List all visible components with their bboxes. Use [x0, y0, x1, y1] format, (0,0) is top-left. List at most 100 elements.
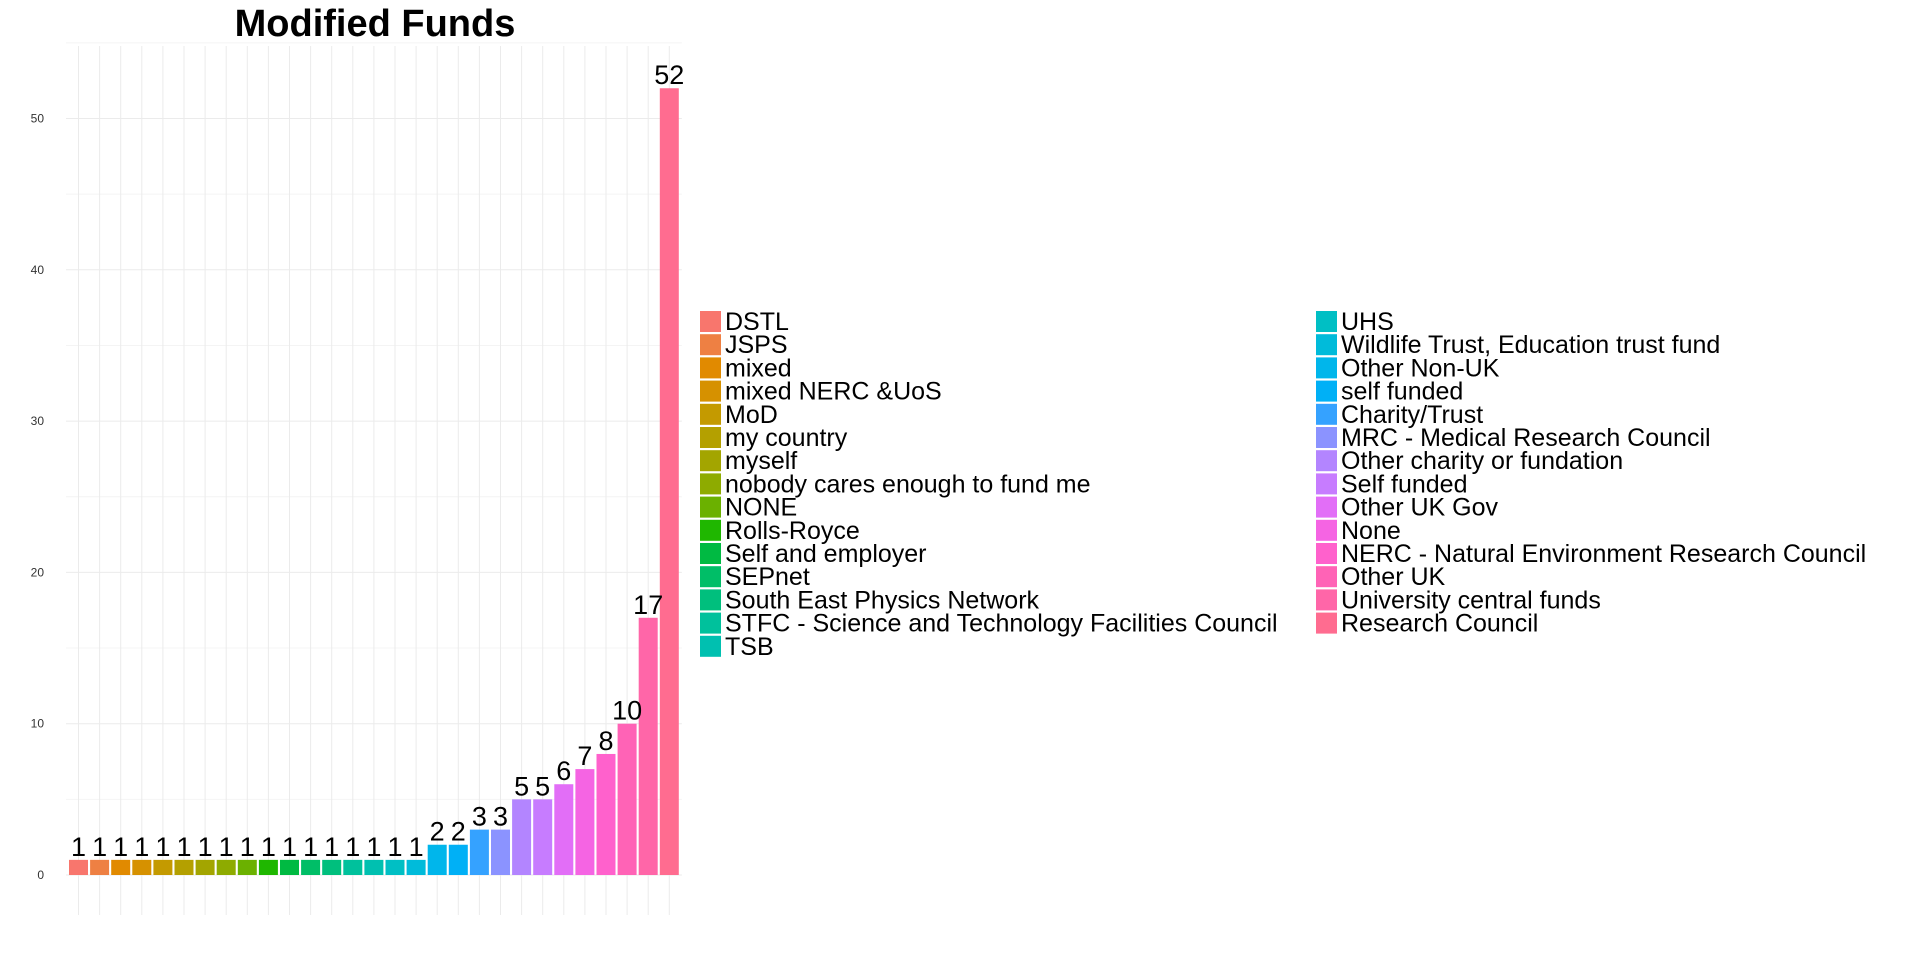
legend-label: nobody cares enough to fund me — [725, 470, 1091, 498]
bar — [364, 859, 384, 875]
legend-key — [1316, 612, 1337, 634]
legend-label: DSTL — [725, 308, 789, 336]
bar — [448, 844, 468, 875]
legend-key — [700, 589, 721, 611]
legend-label: SEPnet — [725, 563, 810, 591]
bar — [638, 617, 658, 875]
bar — [575, 769, 595, 875]
bar — [301, 859, 321, 875]
legend-key — [700, 311, 721, 332]
y-tick-label: 30 — [31, 414, 45, 428]
bar — [195, 859, 215, 875]
bar — [322, 859, 342, 875]
legend-key — [700, 566, 721, 588]
legend-key — [700, 450, 721, 472]
legend-label: None — [1341, 517, 1401, 545]
legend-key — [1316, 519, 1337, 541]
legend-label: Self and employer — [725, 540, 927, 568]
bar-value-label: 3 — [472, 802, 487, 832]
legend-key — [700, 543, 721, 564]
bar-value-label: 1 — [345, 832, 360, 862]
bar-value-label: 1 — [387, 832, 402, 862]
legend-key — [1316, 450, 1337, 472]
y-tick-label: 40 — [31, 263, 45, 277]
legend-key — [1316, 496, 1337, 518]
bar-value-label: 52 — [654, 60, 684, 90]
bar-value-label: 1 — [198, 832, 213, 862]
bar — [512, 799, 532, 875]
bar — [174, 859, 194, 875]
bars — [69, 88, 679, 876]
legend-label: JSPS — [725, 331, 788, 359]
legend-label: mixed — [725, 354, 792, 382]
bar — [111, 859, 131, 875]
bar — [69, 859, 88, 875]
bar — [343, 859, 363, 875]
y-tick-label: 50 — [31, 112, 45, 126]
bar-value-label: 1 — [282, 832, 297, 862]
bar-value-label: 1 — [113, 832, 128, 862]
legend-label: NONE — [725, 494, 797, 522]
bar-value-label: 1 — [366, 832, 381, 862]
legend-label: Other Non-UK — [1341, 354, 1500, 382]
legend-key — [700, 427, 721, 448]
bar — [237, 859, 257, 875]
legend-key — [1316, 427, 1337, 448]
bar-value-label: 1 — [409, 832, 424, 862]
legend-label: Research Council — [1341, 610, 1538, 638]
chart-title: Modified Funds — [235, 3, 516, 45]
legend-label: my country — [725, 424, 848, 452]
bar — [280, 859, 299, 875]
legend-label: MoD — [725, 401, 778, 429]
bar-value-label: 1 — [134, 832, 149, 862]
legend-label: myself — [725, 447, 797, 475]
legend-key — [700, 357, 721, 379]
legend-label: Other UK — [1341, 563, 1446, 591]
y-axis-ticks: 0 10 20 30 40 50 — [31, 112, 45, 883]
bar-value-label: 5 — [535, 771, 550, 801]
legend-key — [700, 403, 721, 425]
legend-label: Charity/Trust — [1341, 401, 1483, 429]
bar — [153, 859, 173, 875]
legend-key — [700, 635, 721, 657]
bar-value-label: 1 — [176, 832, 191, 862]
legend-key — [1316, 334, 1337, 356]
bar-value-label: 7 — [577, 741, 592, 771]
bar — [491, 829, 510, 875]
bar-value-label: 1 — [219, 832, 234, 862]
legend-key — [1316, 357, 1337, 379]
bar-value-label: 3 — [493, 802, 508, 832]
legend-label: TSB — [725, 633, 774, 661]
legend-label: mixed NERC &UoS — [725, 378, 942, 406]
legend-label: MRC - Medical Research Council — [1341, 424, 1711, 452]
legend-key — [700, 496, 721, 518]
legend-label: UHS — [1341, 308, 1394, 336]
legend-label: STFC - Science and Technology Facilities… — [725, 610, 1278, 638]
bar-value-label: 1 — [303, 832, 318, 862]
legend-label: Wildlife Trust, Education trust fund — [1341, 331, 1720, 359]
bar-value-label: 2 — [451, 817, 466, 847]
legend-label: South East Physics Network — [725, 586, 1040, 614]
bar-value-label: 2 — [430, 817, 445, 847]
y-tick-label: 20 — [31, 565, 45, 579]
legend-label: Other UK Gov — [1341, 494, 1498, 522]
bar-value-label: 1 — [261, 832, 276, 862]
legend-label: University central funds — [1341, 586, 1601, 614]
bar-value-label: 1 — [71, 832, 86, 862]
legend-label: Self funded — [1341, 470, 1468, 498]
y-tick-label: 0 — [37, 868, 44, 882]
legend-key — [700, 380, 721, 402]
legend-key — [1316, 589, 1337, 611]
y-tick-label: 10 — [31, 717, 45, 731]
bar — [469, 829, 489, 875]
bar — [216, 859, 236, 875]
bar-value-label: 8 — [598, 726, 613, 756]
legend-label: self funded — [1341, 378, 1463, 406]
bar-value-label: 1 — [92, 832, 107, 862]
bar-value-label: 5 — [514, 771, 529, 801]
bar — [617, 723, 637, 875]
legend-key — [700, 473, 721, 495]
